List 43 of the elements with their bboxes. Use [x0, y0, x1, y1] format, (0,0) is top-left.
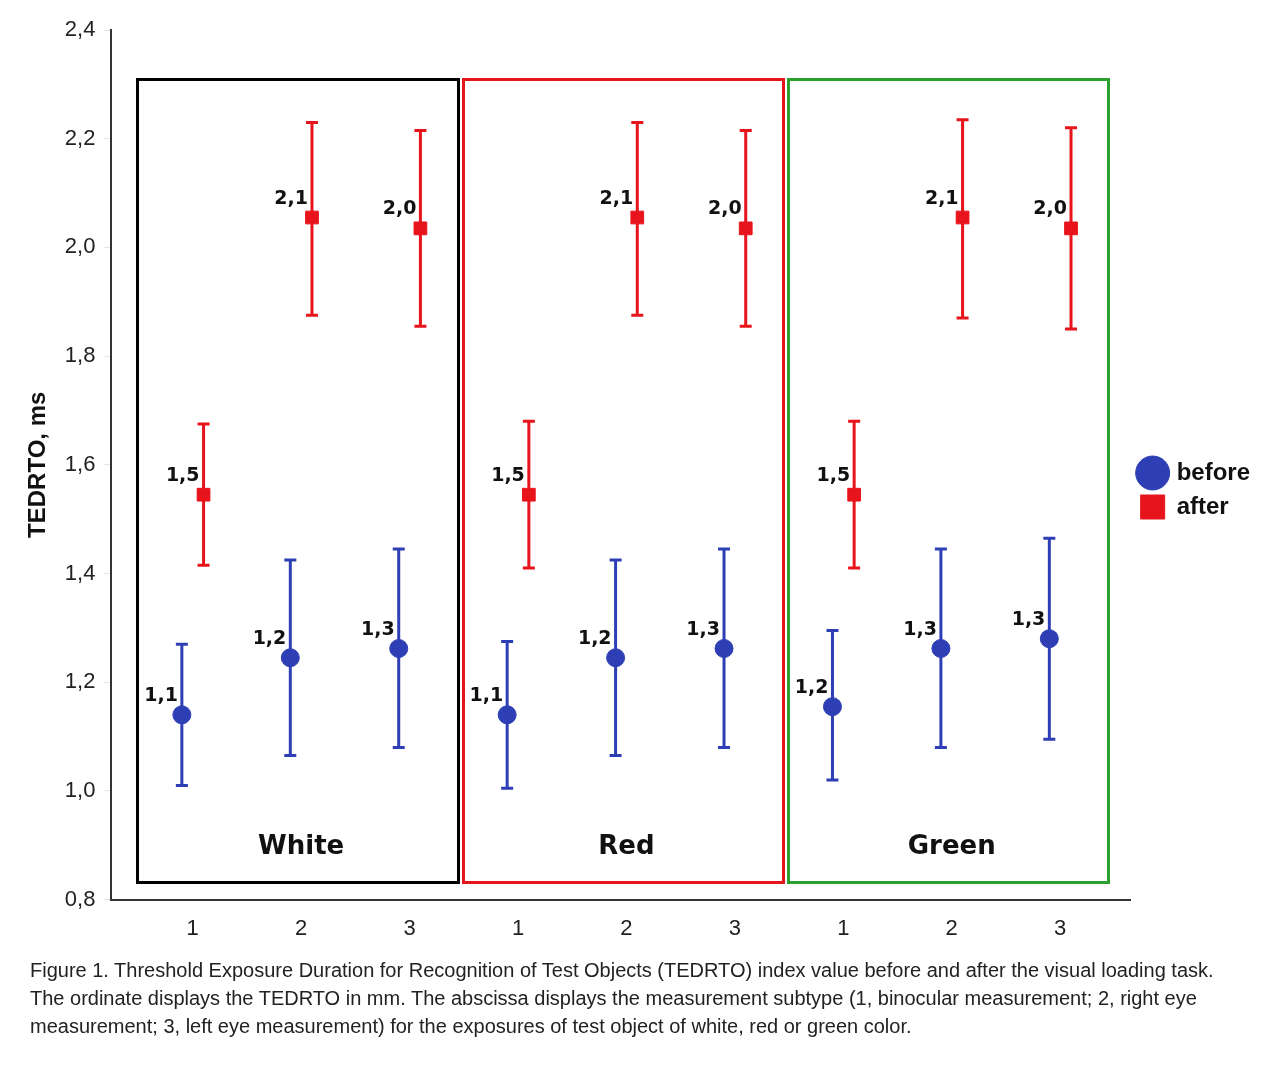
data-label: 2,1 [924, 185, 959, 208]
y-tick-label: 1,8 [64, 342, 96, 368]
annotation: Green [907, 830, 996, 861]
y-tick-label: 2,2 [64, 124, 96, 150]
data-label: 1,3 [903, 616, 937, 639]
data-label: 1,2 [252, 625, 287, 648]
data-label: 1,1 [469, 682, 504, 705]
data-label: 2,0 [382, 196, 417, 219]
data-label: 1,2 [577, 625, 612, 648]
data-label: 1,5 [491, 462, 525, 485]
y-axis-title: TEDRTO, ms [23, 391, 51, 538]
caption: Figure 1. Threshold Exposure Duration for Recognition of Test Objects (TEDRTO) index value before and after the visual loading task. The ordinate displays the TEDRTO in mm. The abscissa displays the measurement subtype (1, binocular measurement; 2, right eye measurement; 3, left eye measurement) for the exposures of test object of white, red or green color. [30, 958, 1215, 1039]
y-tick-label: 2,0 [64, 233, 96, 259]
legend-label: before [1176, 457, 1251, 485]
data-label: 1,3 [361, 616, 395, 639]
data-label: 2,0 [708, 196, 742, 219]
data-label: 2,1 [274, 185, 308, 208]
legend-label: after [1176, 491, 1229, 519]
data-label: 1,3 [1011, 606, 1046, 629]
data-label: 1,3 [686, 616, 721, 639]
annotation: White [258, 830, 345, 861]
x-tick-label: 2 [945, 914, 958, 940]
y-tick-label: 0,8 [64, 885, 96, 911]
x-tick-label: 3 [1054, 914, 1067, 940]
x-tick-label: 1 [186, 914, 199, 940]
x-tick-label: 2 [295, 914, 308, 940]
data-label: 1,5 [816, 462, 851, 485]
x-tick-label: 3 [403, 914, 416, 940]
x-tick-label: 1 [511, 914, 525, 940]
y-tick-label: 2,4 [64, 16, 96, 42]
x-tick-label: 3 [728, 914, 741, 940]
y-tick-label: 1,6 [64, 450, 96, 476]
annotation: Red [598, 830, 655, 861]
data-label: 2,1 [599, 185, 634, 208]
y-tick-label: 1,0 [64, 776, 96, 802]
data-label: 1,1 [144, 682, 178, 705]
data-label: 1,5 [165, 462, 200, 485]
x-tick-label: 1 [837, 914, 850, 940]
data-label: 2,0 [1033, 196, 1068, 219]
y-tick-label: 1,4 [64, 559, 96, 585]
y-tick-label: 1,2 [64, 668, 96, 694]
data-label: 1,2 [794, 674, 829, 697]
x-tick-label: 2 [620, 914, 633, 940]
